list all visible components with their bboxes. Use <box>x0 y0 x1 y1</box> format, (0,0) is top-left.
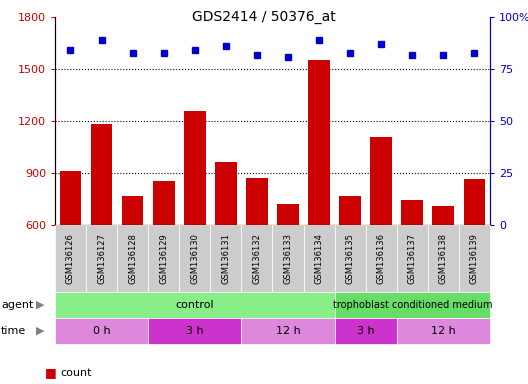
Text: control: control <box>175 300 214 310</box>
Text: GDS2414 / 50376_at: GDS2414 / 50376_at <box>192 10 336 23</box>
Text: ▶: ▶ <box>36 300 44 310</box>
Bar <box>432 206 454 225</box>
Text: GSM136127: GSM136127 <box>97 233 106 284</box>
Text: trophoblast conditioned medium: trophoblast conditioned medium <box>333 300 492 310</box>
Text: GSM136138: GSM136138 <box>439 233 448 284</box>
Text: time: time <box>1 326 26 336</box>
Text: GSM136134: GSM136134 <box>315 233 324 284</box>
Bar <box>122 196 144 225</box>
Text: GSM136137: GSM136137 <box>408 233 417 284</box>
Bar <box>91 124 112 225</box>
Bar <box>401 200 423 225</box>
Text: ■: ■ <box>45 366 56 379</box>
Bar <box>308 60 330 225</box>
Text: GSM136132: GSM136132 <box>252 233 261 284</box>
Bar <box>153 180 175 225</box>
Bar <box>246 178 268 225</box>
Text: GSM136126: GSM136126 <box>66 233 75 284</box>
Text: GSM136131: GSM136131 <box>221 233 230 284</box>
Text: count: count <box>61 368 92 378</box>
Text: GSM136128: GSM136128 <box>128 233 137 284</box>
Text: GSM136136: GSM136136 <box>376 233 386 284</box>
Text: ▶: ▶ <box>36 326 44 336</box>
Bar <box>184 111 205 225</box>
Text: 12 h: 12 h <box>276 326 300 336</box>
Bar <box>370 137 392 225</box>
Bar <box>215 162 237 225</box>
Text: GSM136130: GSM136130 <box>190 233 199 284</box>
Text: 3 h: 3 h <box>186 326 204 336</box>
Bar <box>340 196 361 225</box>
Text: 0 h: 0 h <box>93 326 110 336</box>
Text: 12 h: 12 h <box>431 326 456 336</box>
Text: GSM136139: GSM136139 <box>470 233 479 284</box>
Bar <box>277 204 299 225</box>
Bar <box>464 179 485 225</box>
Text: agent: agent <box>1 300 33 310</box>
Bar <box>60 171 81 225</box>
Text: GSM136135: GSM136135 <box>346 233 355 284</box>
Text: GSM136129: GSM136129 <box>159 233 168 284</box>
Text: GSM136133: GSM136133 <box>284 233 293 284</box>
Text: 3 h: 3 h <box>357 326 374 336</box>
